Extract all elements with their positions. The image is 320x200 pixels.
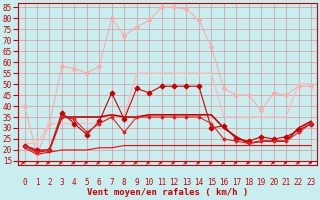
X-axis label: Vent moyen/en rafales ( km/h ): Vent moyen/en rafales ( km/h ) <box>87 188 248 197</box>
